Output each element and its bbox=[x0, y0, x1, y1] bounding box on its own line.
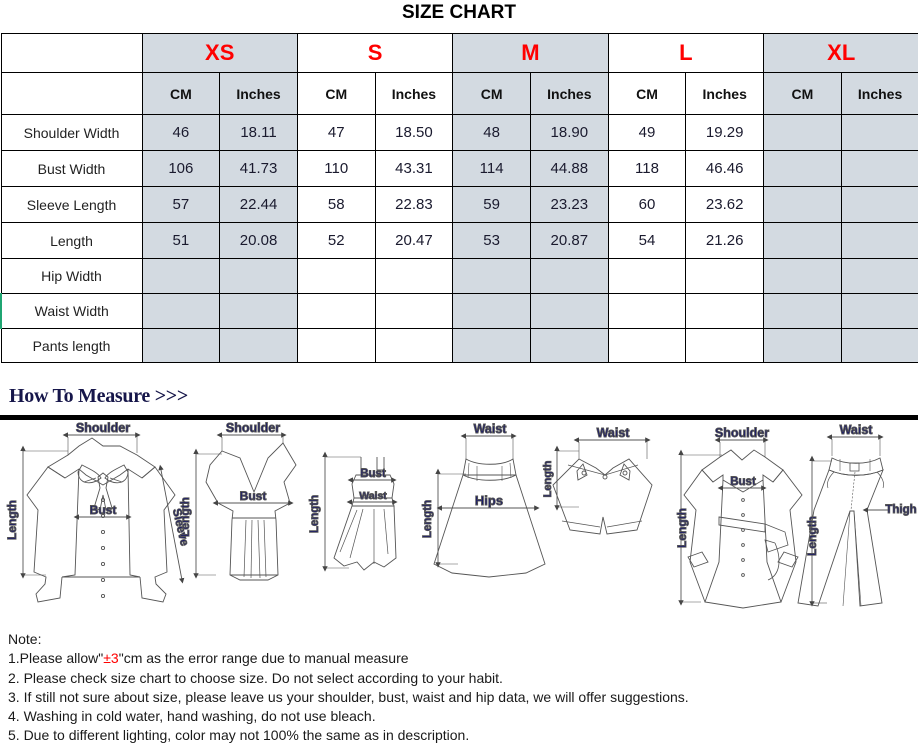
svg-text:Waist: Waist bbox=[840, 423, 874, 437]
svg-text:Waist: Waist bbox=[474, 422, 508, 436]
svg-text:Length: Length bbox=[422, 500, 434, 538]
svg-text:Length: Length bbox=[178, 497, 192, 537]
svg-text:Bust: Bust bbox=[360, 468, 386, 480]
svg-text:Bust: Bust bbox=[730, 476, 756, 488]
svg-text:Shoulder: Shoulder bbox=[715, 426, 769, 440]
svg-text:Length: Length bbox=[5, 500, 19, 540]
svg-text:Waist: Waist bbox=[597, 426, 631, 440]
svg-text:Hips: Hips bbox=[475, 493, 503, 508]
svg-text:Length: Length bbox=[542, 460, 554, 497]
svg-text:Shoulder: Shoulder bbox=[76, 421, 130, 435]
svg-text:Length: Length bbox=[309, 495, 321, 533]
svg-text:Length: Length bbox=[675, 508, 689, 548]
svg-text:Shoulder: Shoulder bbox=[226, 421, 280, 435]
svg-text:Bust: Bust bbox=[240, 489, 267, 503]
svg-text:Bust: Bust bbox=[90, 503, 117, 517]
svg-text:Waist: Waist bbox=[359, 490, 387, 502]
svg-text:Thigh: Thigh bbox=[885, 504, 916, 516]
